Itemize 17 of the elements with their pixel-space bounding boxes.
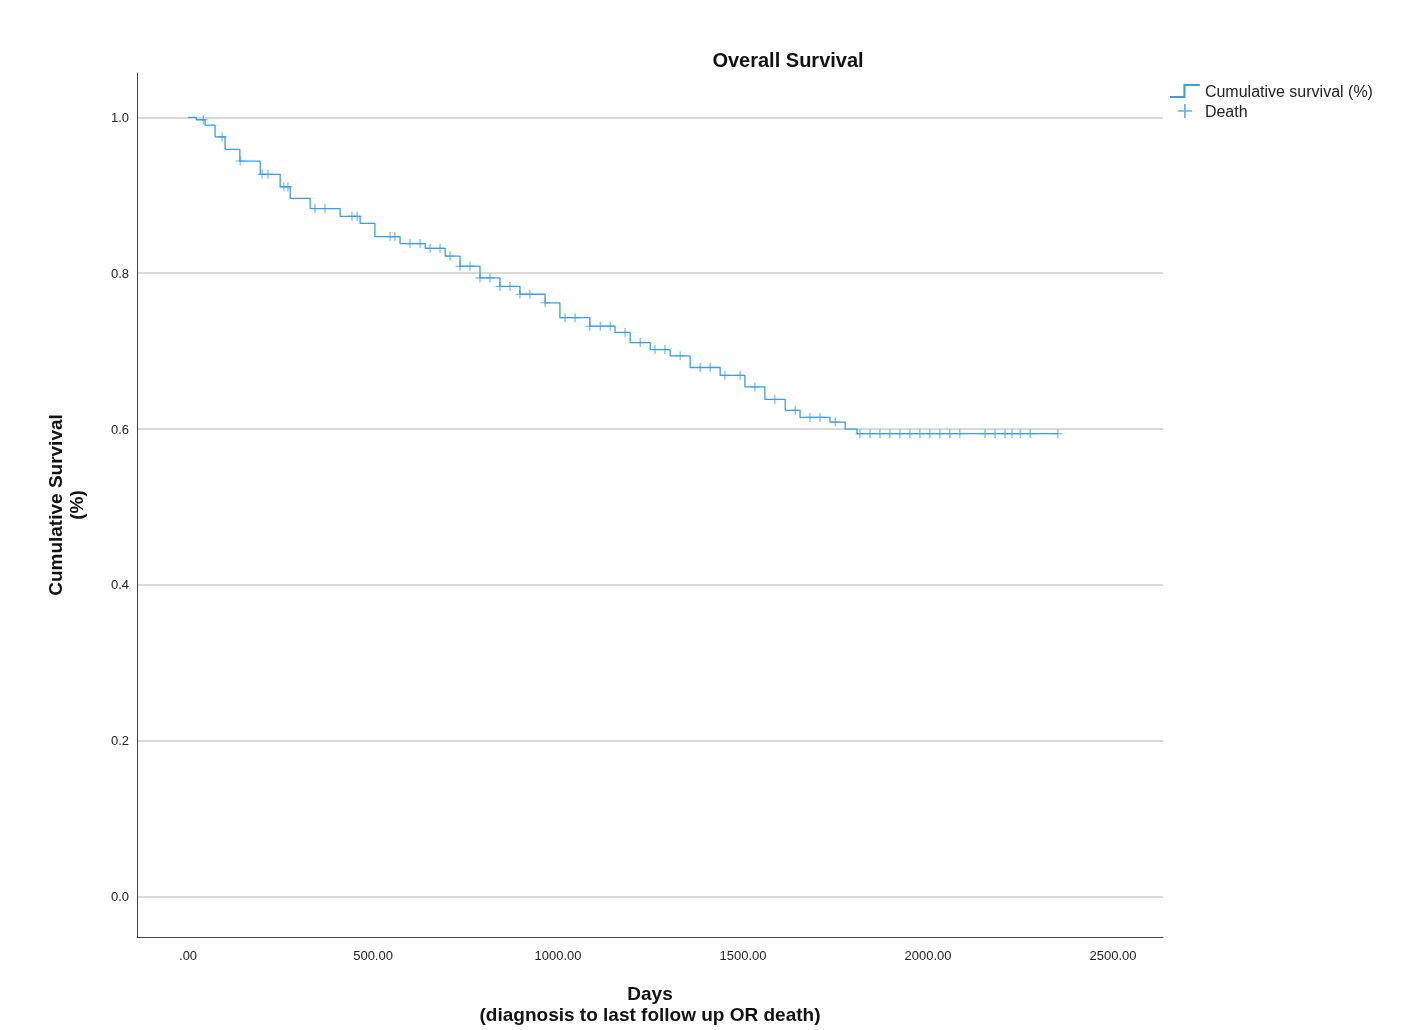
x-tick-label: 2500.00: [1089, 948, 1137, 963]
y-tick-label: 0.8: [110, 265, 129, 281]
y-tick-label: 1.0: [110, 109, 129, 125]
y-axis-title: Cumulative Survival (%): [45, 414, 87, 596]
x-tick-label: .00: [179, 948, 198, 963]
x-tick-label: 1500.00: [719, 948, 767, 963]
x-tick-label: 2000.00: [904, 948, 952, 963]
chart-title: Overall Survival: [712, 49, 864, 71]
x-tick-label: 500.00: [353, 948, 393, 963]
legend-label: Cumulative survival (%): [1204, 82, 1373, 100]
legend-label: Death: [1204, 102, 1248, 120]
y-tick-label: 0.2: [110, 733, 129, 749]
x-axis-title: Days (diagnosis to last follow up OR death): [479, 983, 821, 1025]
y-tick-label: 0.6: [110, 421, 129, 437]
x-tick-label: 1000.00: [534, 948, 582, 963]
y-tick-label: 0.0: [110, 888, 129, 904]
y-tick-label: 0.4: [110, 577, 129, 593]
